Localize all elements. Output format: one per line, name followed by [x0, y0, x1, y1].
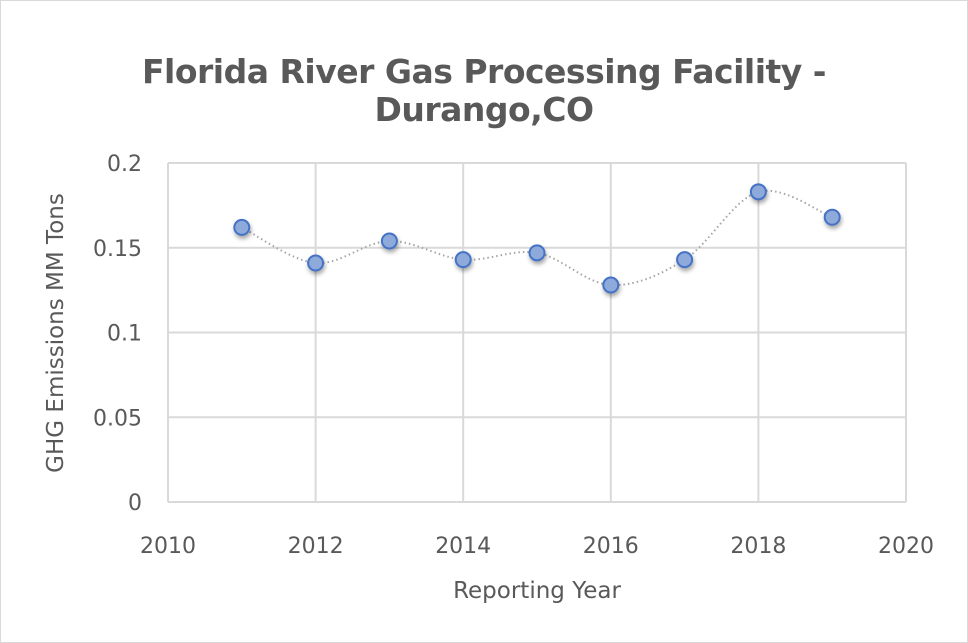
- x-tick-label: 2014: [435, 534, 491, 559]
- x-tick-label: 2018: [730, 534, 786, 559]
- y-axis-label: GHG Emissions MM Tons: [43, 193, 69, 473]
- x-tick-label: 2016: [583, 534, 639, 559]
- data-point: [380, 232, 398, 250]
- data-point: [528, 244, 546, 262]
- y-tick-label: 0: [128, 491, 142, 516]
- data-point: [823, 208, 841, 226]
- data-point: [233, 218, 251, 236]
- data-point: [307, 254, 325, 272]
- x-tick-label: 2012: [288, 534, 344, 559]
- chart-title-line1: Florida River Gas Processing Facility -: [142, 52, 826, 91]
- data-point: [676, 251, 694, 269]
- data-point: [454, 251, 472, 269]
- y-tick-label: 0.2: [107, 152, 142, 177]
- y-tick-label: 0.1: [107, 322, 142, 347]
- chart-title-line2: Durango,CO: [374, 90, 594, 129]
- x-tick-label: 2020: [878, 534, 934, 559]
- data-point: [602, 276, 620, 294]
- x-axis-label: Reporting Year: [453, 578, 621, 604]
- y-tick-label: 0.05: [93, 406, 142, 431]
- y-tick-label: 0.15: [93, 237, 142, 262]
- x-tick-label: 2010: [140, 534, 196, 559]
- series-line: [241, 189, 833, 287]
- data-point: [749, 183, 767, 201]
